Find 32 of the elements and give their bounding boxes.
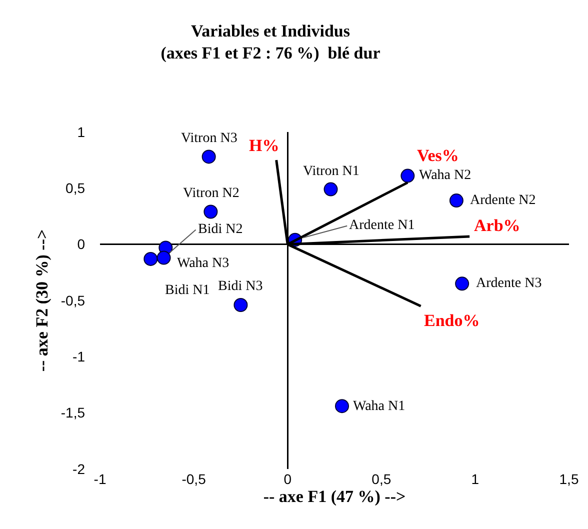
annotation: Vitron N2 [183,186,240,201]
y-tick-label: -2 [72,460,86,477]
annotation: Vitron N3 [181,131,238,146]
annotation: Bidi N2 [198,222,243,237]
y-axis-title: -- axe F2 (30 %) --> [32,229,52,372]
series-label: Arb% [474,216,520,235]
y-tick-label: -1,5 [60,404,86,421]
x-tick-label: 0 [284,471,292,487]
annotation: Vitron N1 [303,164,360,179]
chart-title: Variables et Individus (axes F1 et F2 : 76 %) blé dur [160,21,381,62]
y-tick-label: 0 [77,236,86,252]
annotation: Ardente N1 [349,218,415,233]
y-tick-label: 1 [77,124,86,140]
x-axis-title: -- axe F1 (47 %) --> [263,487,406,506]
y-tick-label: -0,5 [60,292,86,308]
series-label: H% [249,136,280,155]
annotation: Bidi N1 [165,283,210,298]
x-tick-label: 1,5 [559,471,579,487]
x-tick-label: -1 [94,471,106,487]
y-tick-label: -1 [72,348,86,365]
annotation: Bidi N3 [218,279,263,294]
annotation: Waha N3 [177,256,230,271]
annotation: Ardente N3 [476,276,542,291]
y-tick-label: 0,5 [66,180,86,196]
annotation: Waha N1 [353,399,406,414]
x-tick-label: -0,5 [182,471,206,487]
x-tick-label: 0,5 [372,471,392,487]
annotation: Waha N2 [419,168,472,183]
series-label: Ves% [417,146,459,165]
series-label: Endo% [424,311,480,330]
annotation: Ardente N2 [470,193,536,208]
x-tick-label: 1 [471,471,480,487]
